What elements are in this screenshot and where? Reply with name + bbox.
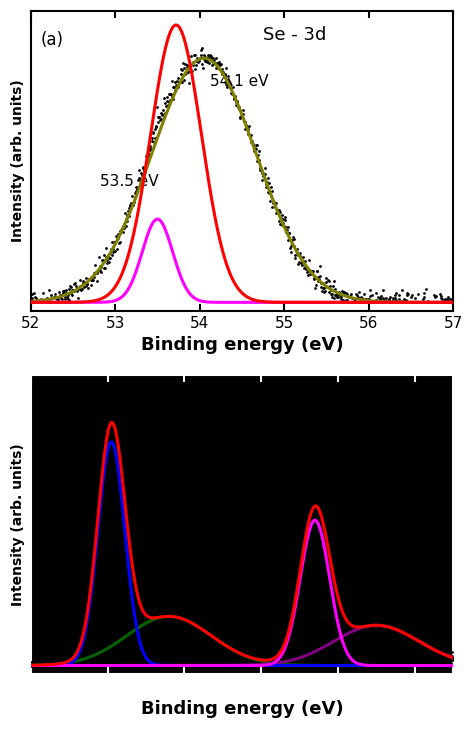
Text: Se - 3d: Se - 3d — [263, 26, 327, 44]
X-axis label: Binding energy (eV): Binding energy (eV) — [141, 700, 343, 718]
Text: (b): (b) — [36, 395, 60, 413]
Y-axis label: Intensity (arb. units): Intensity (arb. units) — [11, 443, 25, 606]
X-axis label: Binding energy (eV): Binding energy (eV) — [141, 336, 343, 354]
Text: (a): (a) — [41, 31, 64, 50]
Text: 158.1eV: 158.1eV — [117, 401, 181, 416]
Text: 163.4eV: 163.4eV — [321, 479, 384, 494]
Text: 54.1 eV: 54.1 eV — [210, 74, 268, 89]
Text: Bi - 4f: Bi - 4f — [281, 389, 334, 408]
Text: 53.5 eV: 53.5 eV — [100, 174, 159, 189]
Y-axis label: Intensity (arb. units): Intensity (arb. units) — [11, 79, 25, 242]
